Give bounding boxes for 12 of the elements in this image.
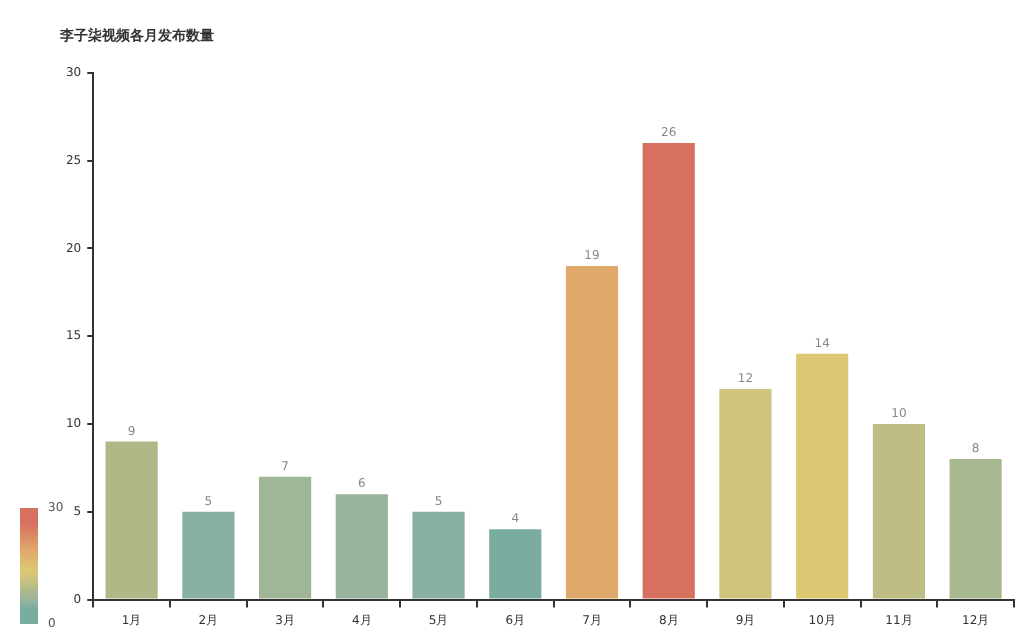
bar (489, 529, 542, 599)
bar (796, 353, 849, 599)
bar (182, 511, 235, 599)
bar (412, 511, 465, 599)
bar (872, 424, 925, 599)
bar (949, 459, 1002, 599)
bar (259, 476, 312, 599)
bar (565, 265, 619, 599)
bar (642, 143, 695, 599)
bar (105, 441, 158, 599)
bar (335, 494, 388, 599)
bar (719, 388, 772, 599)
